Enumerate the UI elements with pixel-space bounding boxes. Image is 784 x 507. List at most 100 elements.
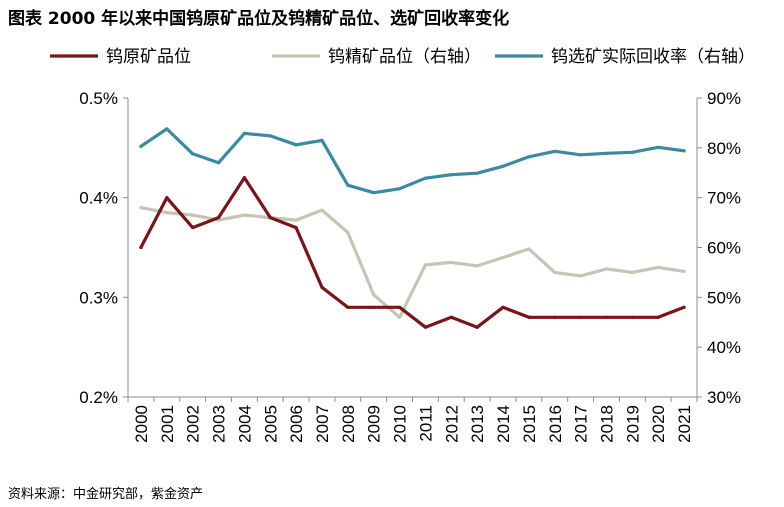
- data-point: [216, 216, 221, 220]
- x-axis-tick-label: 2012: [442, 405, 461, 443]
- x-axis-tick-label: 2010: [391, 405, 410, 443]
- data-point: [630, 270, 634, 275]
- legend-label: 钨选矿实际回收率（右轴）: [551, 47, 755, 67]
- data-point: [449, 260, 453, 265]
- data-point: [397, 305, 402, 309]
- series-line-2: [139, 206, 686, 319]
- right-axis-tick-label: 30%: [707, 388, 741, 407]
- right-axis-tick-label: 80%: [707, 139, 741, 158]
- data-point: [501, 305, 505, 309]
- data-point: [294, 218, 298, 222]
- x-axis-tick-label: 2020: [649, 405, 668, 443]
- legend-label: 钨原矿品位: [106, 47, 191, 67]
- x-axis-tick-label: 2019: [623, 405, 642, 443]
- data-point: [268, 216, 272, 220]
- left-axis-tick-label: 0.2%: [79, 388, 118, 407]
- data-point: [604, 267, 609, 271]
- data-point: [527, 247, 531, 251]
- data-point: [139, 245, 143, 250]
- left-axis-tick-label: 0.4%: [79, 189, 118, 208]
- x-axis-tick-label: 2008: [339, 405, 358, 443]
- data-point: [165, 127, 169, 131]
- data-point: [579, 315, 583, 319]
- data-point: [346, 305, 350, 309]
- data-point: [682, 269, 686, 274]
- data-point: [604, 315, 609, 319]
- legend: 钨原矿品位 钨精矿品位（右轴） 钨选矿实际回收率（右轴）: [50, 47, 755, 67]
- x-axis-tick-label: 2002: [184, 405, 203, 443]
- data-point: [449, 315, 453, 319]
- data-point: [630, 315, 634, 319]
- x-axis-tick-label: 2000: [132, 405, 151, 443]
- right-axis-tick-label: 70%: [707, 189, 741, 208]
- data-point: [423, 263, 428, 267]
- data-point: [475, 171, 479, 175]
- data-point: [165, 211, 169, 215]
- data-point: [501, 164, 505, 168]
- data-point: [682, 149, 686, 153]
- chart-title: 图表 2000 年以来中国钨原矿品位及钨精矿品位、选矿回收率变化: [8, 9, 510, 29]
- x-axis-tick-label: 2004: [235, 405, 254, 443]
- data-point: [216, 161, 221, 165]
- data-point: [579, 153, 583, 157]
- x-axis-tick-label: 2015: [520, 405, 539, 443]
- axes: 0.2% 0.3% 0.4% 0.5% 30% 40% 50% 60% 70% 80% 90% 200…: [79, 89, 741, 443]
- data-point: [527, 155, 531, 159]
- data-point: [604, 151, 609, 155]
- left-axis-tick-label: 0.5%: [79, 89, 118, 108]
- data-point: [501, 255, 505, 260]
- source-note: 资料来源：中金研究部，紫金资产: [8, 487, 204, 502]
- x-axis-tick-label: 2018: [597, 405, 616, 443]
- x-axis-tick-label: 2003: [210, 405, 229, 443]
- right-axis-tick-label: 50%: [707, 288, 741, 307]
- data-point: [527, 315, 531, 319]
- right-axis-tick-label: 90%: [707, 89, 741, 108]
- data-point: [475, 325, 479, 329]
- x-axis-tick-label: 2006: [287, 405, 306, 443]
- data-point: [191, 225, 195, 230]
- data-point: [579, 274, 583, 278]
- x-axis-tick-label: 2009: [365, 405, 384, 443]
- data-point: [630, 150, 634, 154]
- data-point: [656, 315, 660, 319]
- series-line-3: [139, 127, 686, 195]
- series-lines: [139, 127, 686, 329]
- data-point: [372, 293, 376, 297]
- data-point: [553, 270, 557, 275]
- data-point: [656, 145, 660, 149]
- data-point: [320, 285, 324, 289]
- data-point: [139, 206, 143, 210]
- data-point: [139, 144, 143, 148]
- data-point: [294, 143, 298, 147]
- data-point: [320, 138, 324, 142]
- data-point: [191, 213, 195, 217]
- data-point: [346, 230, 350, 235]
- data-point: [320, 208, 324, 212]
- data-point: [268, 134, 272, 138]
- legend-label: 钨精矿品位（右轴）: [328, 47, 481, 67]
- data-point: [475, 264, 479, 268]
- data-point: [191, 152, 195, 156]
- right-axis-tick-label: 60%: [707, 239, 741, 258]
- x-axis-tick-label: 2007: [313, 405, 332, 443]
- data-point: [423, 325, 428, 329]
- data-point: [242, 213, 246, 217]
- data-point: [346, 183, 350, 187]
- series-line-1: [139, 176, 686, 329]
- data-point: [682, 305, 686, 309]
- x-axis-tick-label: 2017: [572, 405, 591, 443]
- data-point: [372, 191, 376, 195]
- x-axis-tick-label: 2005: [261, 405, 280, 443]
- x-axis-tick-label: 2016: [546, 405, 565, 443]
- right-axis-tick-label: 40%: [707, 338, 741, 357]
- data-point: [553, 149, 557, 153]
- data-point: [242, 131, 246, 135]
- data-point: [397, 315, 402, 319]
- data-point: [553, 315, 557, 319]
- x-axis-tick-label: 2014: [494, 405, 513, 443]
- data-point: [397, 187, 402, 191]
- data-point: [165, 196, 169, 200]
- x-axis-tick-label: 2011: [416, 405, 435, 442]
- data-point: [449, 173, 453, 177]
- data-point: [656, 265, 660, 270]
